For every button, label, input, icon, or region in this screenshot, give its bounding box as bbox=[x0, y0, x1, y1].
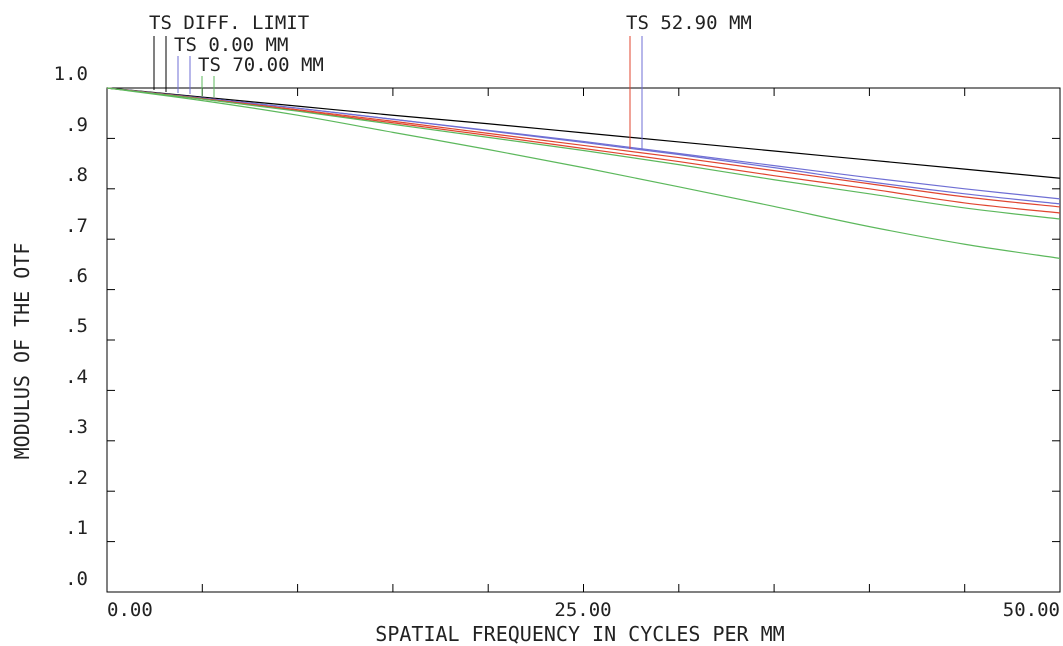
series-layer bbox=[106, 87, 1061, 259]
legend-layer bbox=[153, 36, 643, 150]
series-line bbox=[106, 87, 1061, 259]
y-tick-label: .8 bbox=[65, 164, 88, 186]
plot-frame bbox=[106, 87, 1061, 593]
y-tick-label: .5 bbox=[65, 315, 88, 337]
legend-label-field-0: TS 0.00 MM bbox=[174, 34, 288, 56]
legend-label-diff-limit: TS DIFF. LIMIT bbox=[149, 12, 309, 34]
series-line bbox=[106, 87, 1061, 220]
x-tick-label: 25.00 bbox=[554, 599, 611, 621]
x-tick-label: 0.00 bbox=[107, 599, 153, 621]
legend-label-field-52: TS 52.90 MM bbox=[626, 12, 752, 34]
x-axis-title: SPATIAL FREQUENCY IN CYCLES PER MM bbox=[375, 622, 784, 646]
y-tick-label: .7 bbox=[65, 215, 88, 237]
series-line bbox=[106, 87, 1061, 179]
axis-ticks bbox=[107, 88, 1060, 592]
y-axis-title: MODULUS OF THE OTF bbox=[10, 243, 34, 460]
series-line bbox=[106, 87, 1061, 205]
series-line bbox=[106, 87, 1061, 208]
y-tick-label: 1.0 bbox=[54, 63, 88, 85]
legend-label-field-70: TS 70.00 MM bbox=[198, 54, 324, 76]
y-tick-label: .1 bbox=[65, 517, 88, 539]
y-tick-label: .3 bbox=[65, 416, 88, 438]
y-tick-label: .4 bbox=[65, 366, 88, 388]
y-tick-label: .6 bbox=[65, 265, 88, 287]
x-tick-label: 50.00 bbox=[1003, 599, 1060, 621]
y-tick-label: .0 bbox=[65, 568, 88, 590]
y-tick-label: .2 bbox=[65, 467, 88, 489]
y-tick-label: .9 bbox=[65, 114, 88, 136]
